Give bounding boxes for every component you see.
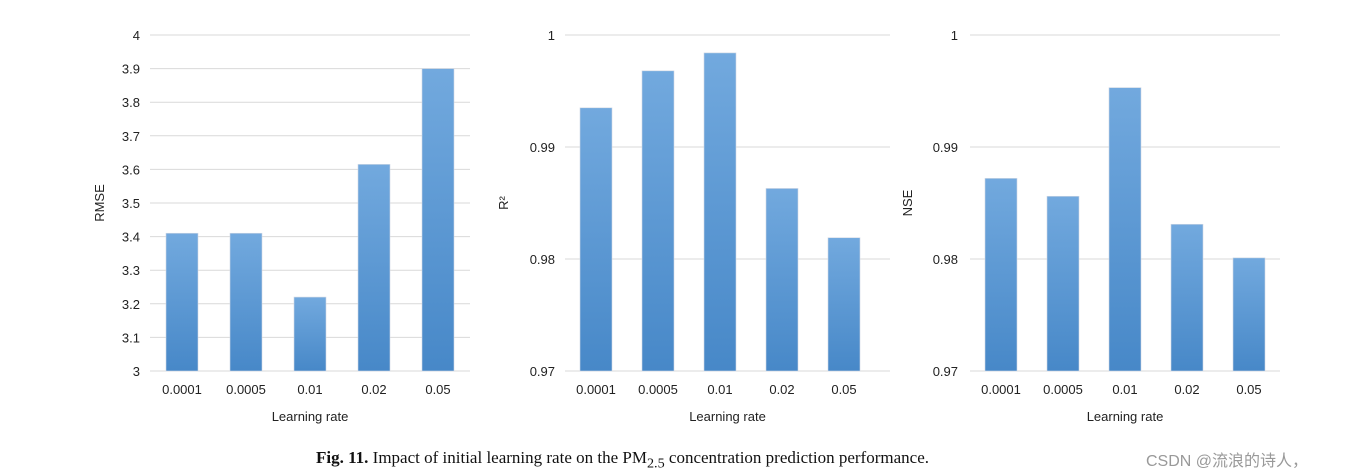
x-tick-label: 0.02 <box>361 382 386 397</box>
y-tick-label: 0.97 <box>530 364 555 379</box>
y-tick-label: 3.3 <box>122 263 140 278</box>
y-tick-label: 4 <box>133 28 140 43</box>
y-tick-label: 0.99 <box>933 140 958 155</box>
bar-0.02 <box>765 188 799 372</box>
y-tick-label: 3.4 <box>122 230 140 245</box>
x-tick-label: 0.0005 <box>1043 382 1083 397</box>
y-tick-label: 3.2 <box>122 297 140 312</box>
x-tick-label: 0.01 <box>1112 382 1137 397</box>
caption-text-end: concentration prediction performance. <box>664 448 929 467</box>
bar-0.0001 <box>984 178 1018 372</box>
bar-0.0001 <box>579 107 613 372</box>
caption-text: Impact of initial learning rate on the P… <box>372 448 647 467</box>
x-tick-label: 0.05 <box>425 382 450 397</box>
bar-0.01 <box>1108 87 1142 372</box>
y-tick-label: 0.98 <box>933 252 958 267</box>
y-tick-label: 3 <box>133 364 140 379</box>
x-tick-label: 0.0001 <box>981 382 1021 397</box>
y-axis-label: RMSE <box>92 184 107 222</box>
bar-0.0001 <box>165 232 199 372</box>
caption-label: Fig. 11. <box>316 448 369 467</box>
bar-0.02 <box>1170 223 1204 372</box>
y-tick-label: 0.99 <box>530 140 555 155</box>
y-tick-label: 0.97 <box>933 364 958 379</box>
x-tick-label: 0.0005 <box>226 382 266 397</box>
bar-0.05 <box>827 237 861 372</box>
y-tick-label: 3.6 <box>122 162 140 177</box>
x-tick-label: 0.0005 <box>638 382 678 397</box>
bar-0.01 <box>293 296 327 372</box>
y-tick-label: 0.98 <box>530 252 555 267</box>
x-tick-label: 0.05 <box>1236 382 1261 397</box>
bar-0.0005 <box>1046 195 1080 372</box>
chart-2: 0.97 0.98 0.99 1 0.0001 0.0005 0.01 0.02 0.05 Lea… <box>496 28 890 424</box>
caption-subscript: 2.5 <box>646 455 665 472</box>
x-axis-label: Learning rate <box>689 409 766 424</box>
x-tick-label: 0.01 <box>297 382 322 397</box>
y-tick-label: 3.9 <box>122 62 140 77</box>
watermark: CSDN @流浪的诗人， <box>1146 453 1309 470</box>
x-axis-label: Learning rate <box>272 409 349 424</box>
x-tick-label: 0.01 <box>707 382 732 397</box>
y-tick-label: 1 <box>548 28 555 43</box>
x-tick-label: 0.0001 <box>162 382 202 397</box>
chart-1: 3 3.1 3.2 3.3 3.4 3.5 3.6 3.7 3.8 3.9 4 0.0001 0.000… <box>92 28 470 424</box>
x-tick-label: 0.02 <box>769 382 794 397</box>
y-tick-label: 3.1 <box>122 330 140 345</box>
x-tick-label: 0.0001 <box>576 382 616 397</box>
y-axis-label: R² <box>496 195 511 209</box>
y-tick-label: 1 <box>951 28 958 43</box>
y-tick-label: 3.7 <box>122 129 140 144</box>
x-tick-label: 0.02 <box>1174 382 1199 397</box>
chart-3: 0.97 0.98 0.99 1 0.0001 0.0005 0.01 0.02 0.05 Lea… <box>900 28 1280 424</box>
figure-caption: Fig. 11. Impact of initial learning rate… <box>316 448 929 472</box>
x-axis-label: Learning rate <box>1087 409 1164 424</box>
y-tick-label: 3.5 <box>122 196 140 211</box>
x-tick-label: 0.05 <box>831 382 856 397</box>
bar-0.05 <box>421 68 455 372</box>
y-axis-label: NSE <box>900 189 915 216</box>
bar-0.01 <box>703 52 737 372</box>
y-tick-label: 3.8 <box>122 95 140 110</box>
bar-0.05 <box>1232 257 1266 372</box>
bar-0.02 <box>357 164 391 372</box>
bar-0.0005 <box>229 232 263 372</box>
bar-0.0005 <box>641 70 675 372</box>
figure-charts: 3 3.1 3.2 3.3 3.4 3.5 3.6 3.7 3.8 3.9 4 0.0001 0.000… <box>92 28 1280 424</box>
